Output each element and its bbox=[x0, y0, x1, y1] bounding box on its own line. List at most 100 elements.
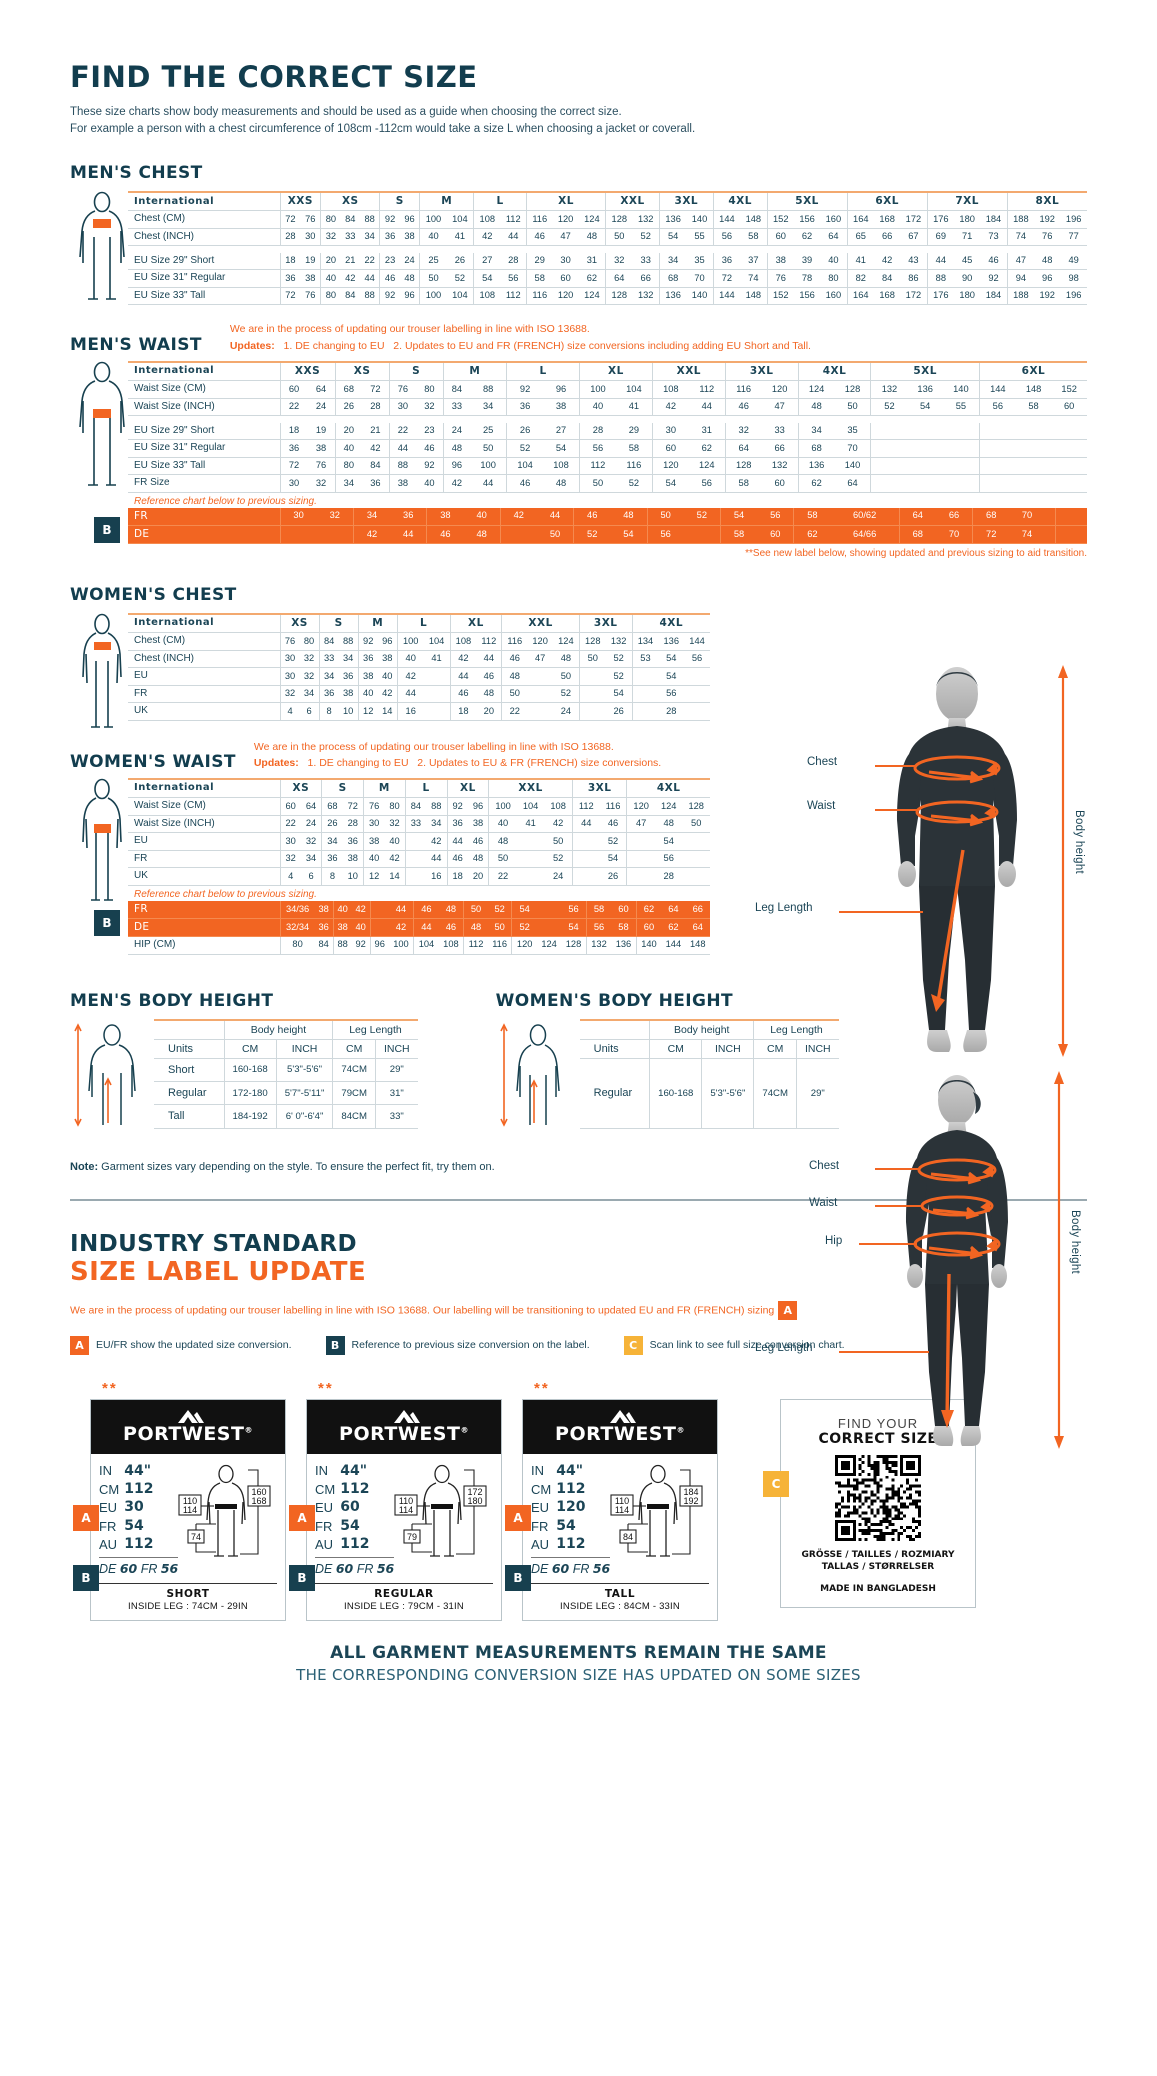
cell: 33 bbox=[632, 252, 660, 271]
cell: 80 bbox=[820, 269, 848, 288]
cell: 66 bbox=[935, 507, 973, 526]
cell bbox=[423, 667, 450, 686]
cell: 24 bbox=[544, 867, 573, 886]
col-international: International bbox=[128, 613, 280, 634]
cell: 140 bbox=[834, 457, 871, 476]
size-4XL: 4XL bbox=[631, 613, 710, 634]
spec-row: AU 112 bbox=[315, 1535, 374, 1553]
cell: 77 bbox=[1060, 228, 1087, 247]
portwest-chevron-icon bbox=[178, 1409, 204, 1423]
size-S: S bbox=[379, 192, 420, 212]
cell: 80 bbox=[384, 797, 406, 816]
cell: 20 bbox=[467, 867, 489, 886]
cell: 100 bbox=[578, 380, 616, 399]
cell: 116 bbox=[487, 936, 512, 955]
cell: 50 bbox=[578, 474, 616, 493]
qr-title-small: FIND YOUR bbox=[837, 1415, 919, 1431]
cell bbox=[316, 525, 354, 544]
spec-table: IN 44" CM 112 EU 30 FR 54 AU 112 bbox=[99, 1462, 158, 1554]
cell: 88 bbox=[926, 269, 955, 288]
cell: 42 bbox=[544, 815, 573, 834]
cell: 46 bbox=[599, 815, 627, 834]
cell bbox=[870, 457, 908, 476]
cell: 136 bbox=[907, 380, 943, 399]
cell bbox=[404, 867, 427, 886]
cell: 48 bbox=[1034, 252, 1061, 271]
size-3XL: 3XL bbox=[658, 192, 714, 212]
cell: 19 bbox=[300, 252, 321, 271]
row-label: FR bbox=[128, 685, 280, 704]
cell: 66 bbox=[632, 269, 660, 288]
fit-name: SHORT bbox=[166, 1588, 210, 1601]
cell: 44 bbox=[390, 525, 427, 544]
cell: 36 bbox=[506, 398, 544, 417]
cell: 76 bbox=[300, 287, 321, 306]
cell: 28 bbox=[362, 398, 390, 417]
cell: 22 bbox=[388, 422, 417, 441]
cell bbox=[1044, 525, 1056, 544]
cell: 48 bbox=[463, 525, 501, 544]
cell: 56 bbox=[500, 269, 527, 288]
cell: 42 bbox=[874, 252, 901, 271]
cell: 30 bbox=[279, 474, 308, 493]
cell: 148 bbox=[740, 210, 768, 229]
cell: 47 bbox=[527, 650, 553, 669]
qr-code-icon[interactable] bbox=[835, 1454, 921, 1541]
row-label: FR Size bbox=[128, 474, 280, 493]
legend-keys: A EU/FR show the updated size conversion… bbox=[70, 1335, 1087, 1355]
cell: 160 bbox=[820, 210, 848, 229]
portwest-size-label: PORTWEST® IN 44" CM 112 EU 60 FR 54 AU 112 DE 60 FR… bbox=[306, 1398, 502, 1622]
cell: 54 bbox=[719, 507, 758, 526]
unit-inch: INCH bbox=[275, 1039, 333, 1059]
cell: 42 bbox=[473, 228, 501, 247]
cell: 34 bbox=[334, 474, 363, 493]
cell bbox=[1015, 474, 1052, 493]
cell bbox=[1055, 525, 1068, 544]
cell: 60 bbox=[766, 228, 794, 247]
spec-row: EU 60 bbox=[315, 1498, 374, 1516]
cell: 36 bbox=[390, 507, 427, 526]
cell: 176 bbox=[926, 287, 955, 306]
cell: 70 bbox=[834, 439, 871, 458]
cell: 192 bbox=[1034, 287, 1061, 306]
cell bbox=[978, 439, 1016, 458]
cell: 42 bbox=[499, 507, 537, 526]
cell: 28 bbox=[578, 422, 616, 441]
legend-key-c: C Scan link to see full size conversion … bbox=[623, 1335, 845, 1355]
cell: 88 bbox=[338, 632, 359, 651]
cell: 58 bbox=[740, 228, 768, 247]
cell: 36 bbox=[338, 667, 359, 686]
cell: 46 bbox=[476, 667, 502, 686]
size-8XL: 8XL bbox=[1006, 192, 1087, 212]
cell: 132 bbox=[605, 632, 633, 651]
cell: 33 bbox=[340, 228, 360, 247]
womens-chest-section: WOMEN'S CHEST bbox=[70, 585, 710, 728]
spec-row: FR 54 bbox=[99, 1517, 158, 1535]
cell bbox=[516, 850, 545, 869]
spec-row: AU 112 bbox=[531, 1535, 590, 1553]
cell: 35 bbox=[686, 252, 714, 271]
cell: 84 bbox=[340, 287, 360, 306]
cell: 52 bbox=[511, 918, 537, 938]
spec-key: EU bbox=[531, 1500, 550, 1516]
mens-body-height-title: MEN'S BODY HEIGHT bbox=[70, 990, 274, 1011]
brand-header: PORTWEST® bbox=[307, 1399, 501, 1454]
table-row: UK 4 6 8 10 12 14 16 18 20 22 24 26 28 bbox=[128, 702, 710, 721]
cell: 136 bbox=[611, 936, 637, 955]
cell: 92 bbox=[446, 797, 468, 816]
cell: 184 bbox=[980, 287, 1008, 306]
cell: 36 bbox=[314, 918, 334, 938]
cell: 19 bbox=[307, 422, 336, 441]
cell: 21 bbox=[340, 252, 360, 271]
cell: 46 bbox=[980, 252, 1008, 271]
table-row: EU Size 33" Tall 72 76 80 84 88 92 96 100 104 108 1… bbox=[128, 287, 1087, 306]
cell: 20 bbox=[476, 702, 502, 721]
cell: 92 bbox=[980, 269, 1008, 288]
cell: 38 bbox=[426, 507, 464, 526]
size-XL: XL bbox=[446, 779, 489, 799]
cell: 96 bbox=[1034, 269, 1061, 288]
cell: 64/66 bbox=[830, 525, 900, 544]
cell: 54 bbox=[473, 269, 501, 288]
mw-update-2: 2. Updates to EU and FR (FRENCH) size co… bbox=[393, 340, 811, 353]
